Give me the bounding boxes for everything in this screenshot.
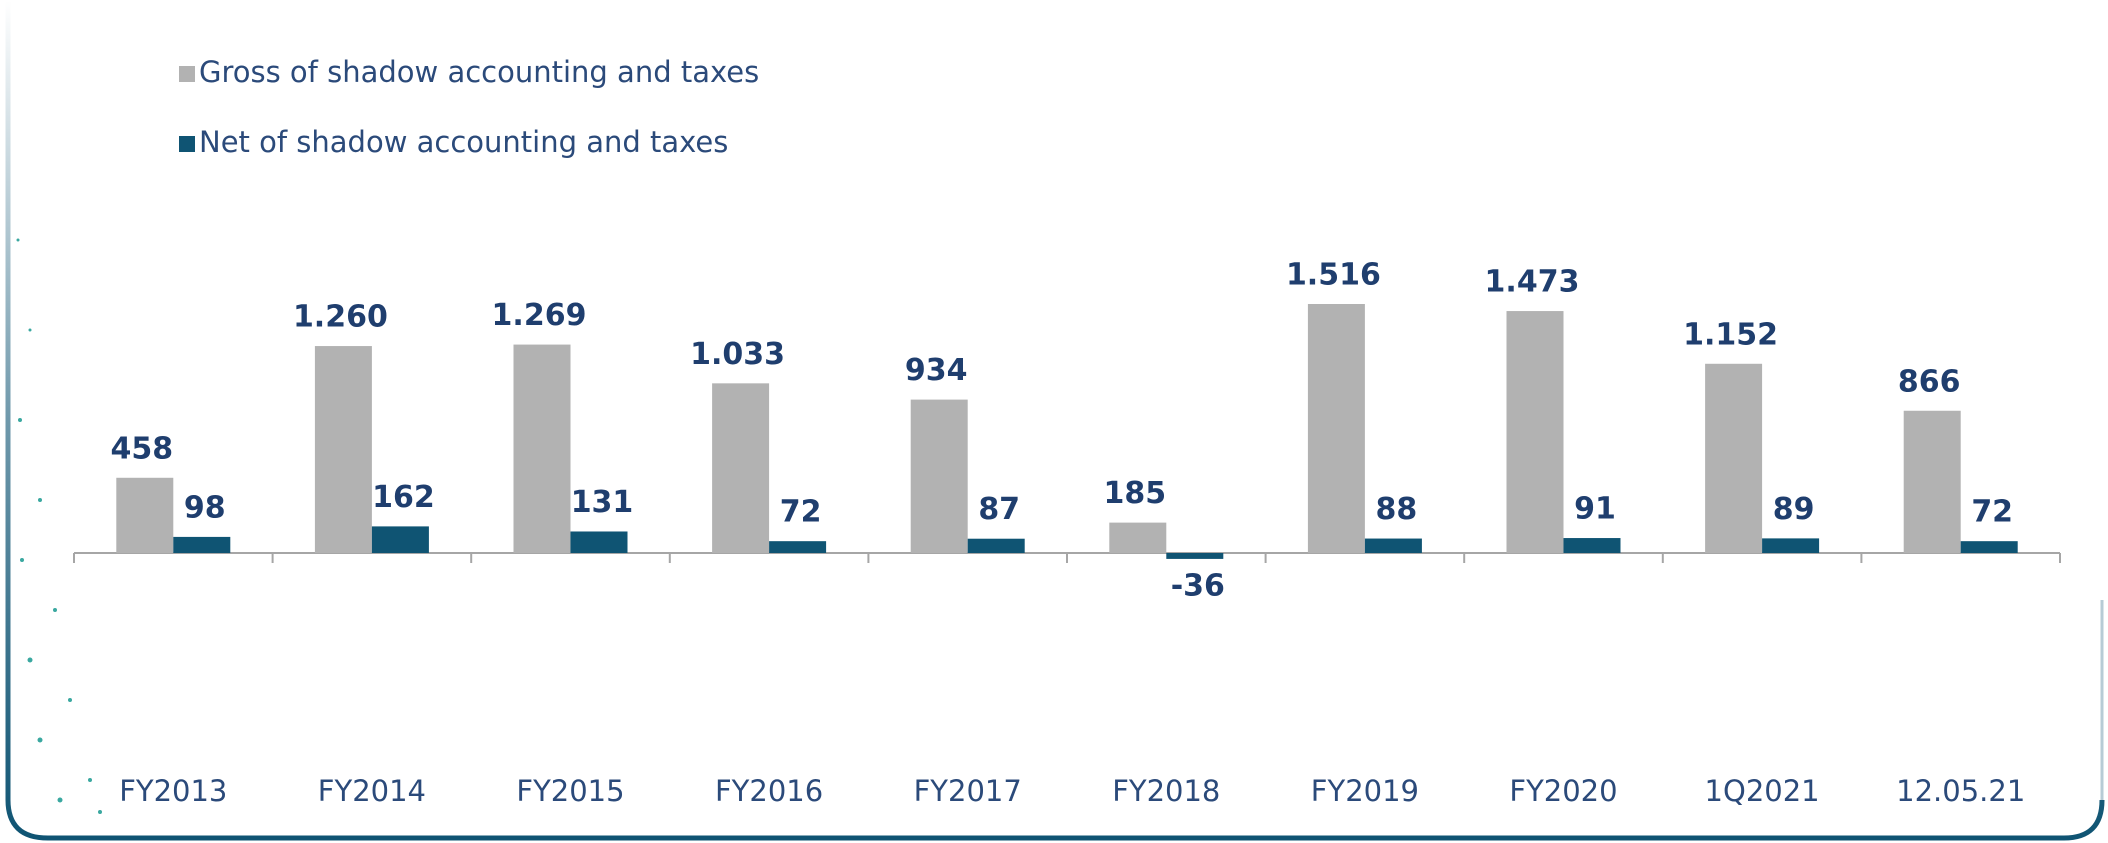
x-tick-label: FY2016 xyxy=(715,774,823,808)
bar xyxy=(1762,538,1820,553)
data-label: -36 xyxy=(1171,568,1225,603)
bar xyxy=(910,399,968,553)
x-tick-label: FY2017 xyxy=(914,774,1022,808)
bar xyxy=(173,536,231,553)
data-label: 1.516 xyxy=(1286,258,1381,293)
data-label: 87 xyxy=(978,492,1020,527)
bar xyxy=(1506,311,1564,553)
x-tick-label: FY2020 xyxy=(1509,774,1617,808)
data-label: 934 xyxy=(905,353,968,388)
bar xyxy=(513,344,571,553)
decor-dots xyxy=(16,238,102,814)
x-tick-label: FY2014 xyxy=(318,774,426,808)
bar xyxy=(371,526,429,553)
data-label: 866 xyxy=(1898,364,1961,399)
bar xyxy=(314,346,372,553)
legend-label: Net of shadow accounting and taxes xyxy=(199,125,728,159)
x-tick-label: FY2018 xyxy=(1112,774,1220,808)
data-label: 458 xyxy=(110,431,173,466)
bar xyxy=(1903,410,1961,553)
bar xyxy=(712,383,770,553)
bar xyxy=(1960,541,2018,553)
data-label: 89 xyxy=(1773,492,1815,527)
bar xyxy=(1364,538,1422,553)
x-tick-label: 12.05.21 xyxy=(1896,774,2025,808)
data-label: 1.473 xyxy=(1485,265,1580,300)
bar xyxy=(769,541,827,553)
x-tick-label: FY2015 xyxy=(516,774,624,808)
legend-swatch xyxy=(179,136,195,152)
data-label: 185 xyxy=(1103,476,1166,511)
x-tick-label: FY2013 xyxy=(119,774,227,808)
data-label: 1.033 xyxy=(690,337,785,372)
bar xyxy=(1109,522,1167,553)
data-label: 72 xyxy=(780,495,822,530)
data-label: 91 xyxy=(1574,492,1616,527)
x-tick-label: 1Q2021 xyxy=(1705,774,1820,808)
bar xyxy=(570,531,628,553)
bar xyxy=(1307,304,1365,553)
data-label: 98 xyxy=(184,490,226,525)
bar xyxy=(116,477,174,553)
bar xyxy=(1705,363,1763,553)
x-tick-label: FY2019 xyxy=(1311,774,1419,808)
data-label: 162 xyxy=(372,480,435,515)
bar xyxy=(1166,553,1224,559)
frame xyxy=(5,0,2105,841)
bar xyxy=(967,538,1025,553)
data-label: 72 xyxy=(1971,495,2013,530)
data-label: 88 xyxy=(1376,492,1418,527)
legend-label: Gross of shadow accounting and taxes xyxy=(199,55,759,89)
legend-swatch xyxy=(179,66,195,82)
data-label: 131 xyxy=(571,485,634,520)
bar xyxy=(1563,538,1621,553)
data-label: 1.260 xyxy=(293,300,388,335)
data-label: 1.152 xyxy=(1683,317,1778,352)
data-label: 1.269 xyxy=(492,298,587,333)
